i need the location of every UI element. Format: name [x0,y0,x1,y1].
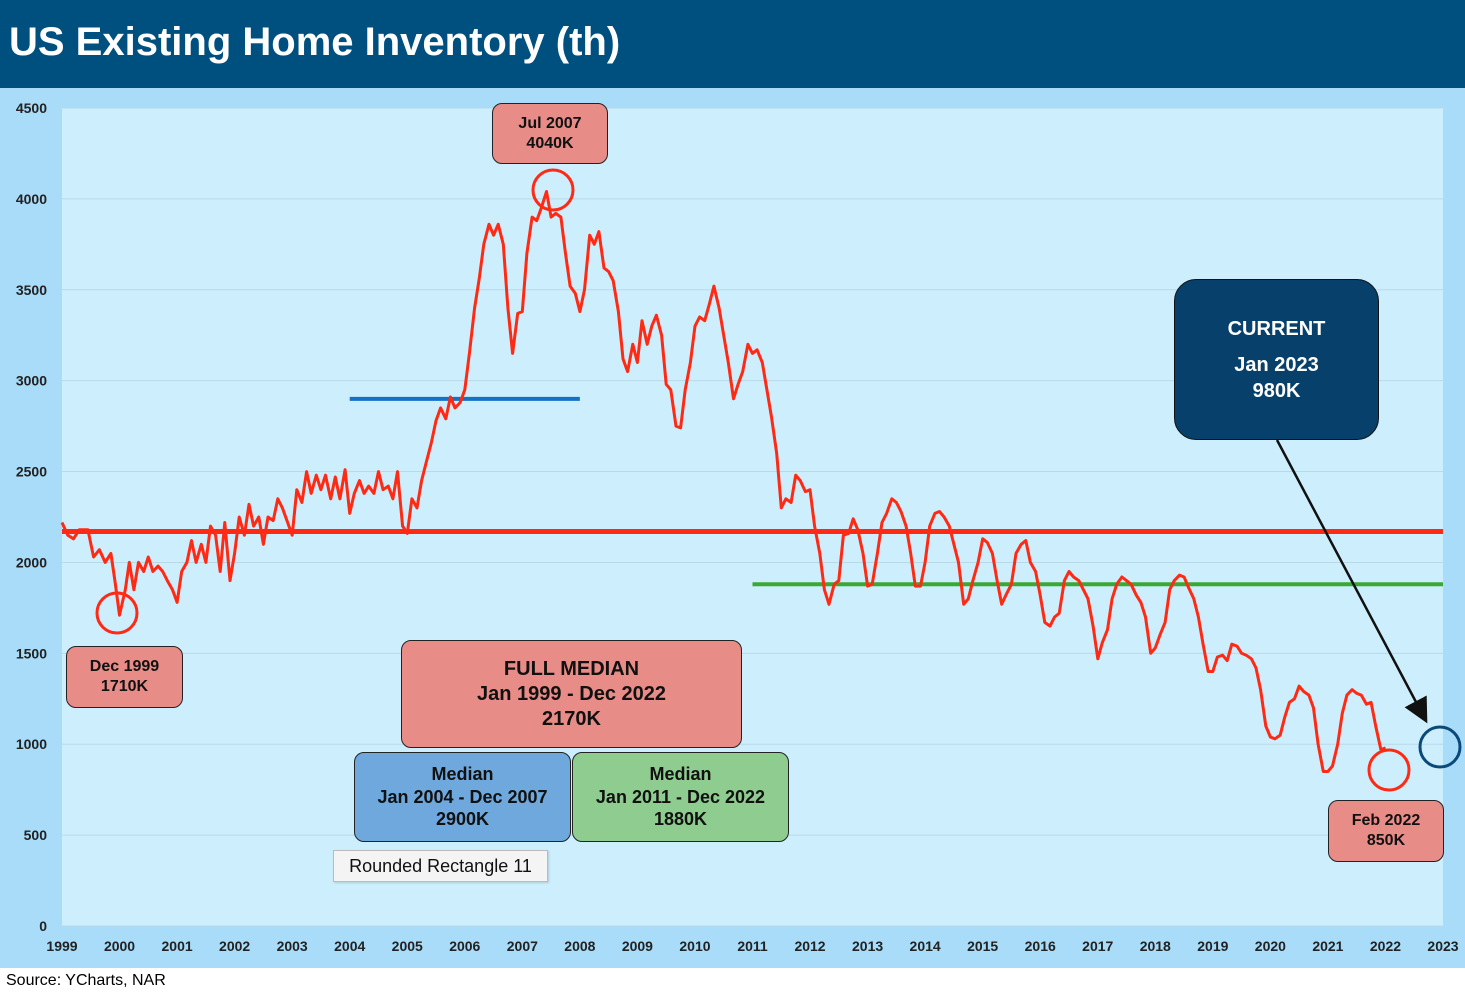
median-2011-2022-annotation: Median Jan 2011 - Dec 2022 1880K [572,752,789,842]
x-tick-label: 2022 [1370,938,1401,954]
y-tick-label: 4000 [16,191,47,207]
x-tick-label: 2000 [104,938,135,954]
x-tick-label: 2009 [622,938,653,954]
median-a-title: Median [431,764,494,785]
y-tick-label: 2500 [16,464,47,480]
x-tick-label: 2008 [564,938,595,954]
current-title: CURRENT [1227,317,1326,340]
median-b-value: 1880K [653,809,708,830]
x-tick-label: 2010 [679,938,710,954]
x-tick-label: 2006 [449,938,480,954]
x-tick-label: 2001 [162,938,193,954]
low-2022-value: 850K [1366,832,1406,849]
x-tick-label: 2023 [1427,938,1458,954]
x-tick-label: 2012 [794,938,825,954]
x-tick-label: 1999 [46,938,77,954]
current-arrow [1275,439,1428,724]
median-a-value: 2900K [435,809,490,830]
full-median-annotation: FULL MEDIAN Jan 1999 - Dec 2022 2170K [401,640,742,748]
x-tick-label: 2015 [967,938,998,954]
low-1999-annotation: Dec 1999 1710K [66,646,183,708]
x-tick-label: 2013 [852,938,883,954]
full-median-title: FULL MEDIAN [503,657,640,680]
source-note: Source: YCharts, NAR [6,972,166,989]
title-bar: US Existing Home Inventory (th) [0,0,1465,88]
low-1999-value: 1710K [100,678,149,695]
y-axis: 0 500 1000 1500 2000 2500 3000 3500 4000 4500 [16,100,47,934]
peak-value: 4040K [526,134,574,152]
current-annotation: CURRENT Jan 2023 980K [1174,279,1379,440]
y-tick-label: 3000 [16,373,47,389]
series [60,190,1387,773]
median-b-range: Jan 2011 - Dec 2022 [595,786,766,807]
x-tick-label: 2002 [219,938,250,954]
low-1999-marker-circle [95,591,139,635]
x-tick-label: 2014 [910,938,941,954]
low-2022-marker-circle [1367,748,1411,792]
low-2022-annotation: Feb 2022 850K [1328,800,1444,862]
chart-frame: 0 500 1000 1500 2000 2500 3000 3500 4000 4500 199… [0,88,1465,968]
current-value: 980K [1252,379,1301,402]
highlight-markers [95,168,1462,792]
x-tick-label: 2005 [392,938,423,954]
x-tick-label: 2020 [1255,938,1286,954]
y-tick-label: 0 [39,918,47,934]
low-2022-date: Feb 2022 [1351,812,1421,829]
x-tick-label: 2011 [737,938,768,954]
y-tick-label: 4500 [16,100,47,116]
y-tick-label: 2000 [16,554,47,570]
chart-title: US Existing Home Inventory (th) [9,20,621,64]
median-2004-2007-annotation[interactable]: Median Jan 2004 - Dec 2007 2900K [354,752,571,842]
x-tick-label: 2018 [1140,938,1171,954]
x-tick-label: 2019 [1197,938,1228,954]
x-axis: 1999 2000 2001 2002 2003 2004 2005 2006 2007 2008… [46,938,1458,954]
full-median-value: 2170K [542,707,601,730]
y-tick-label: 500 [24,827,48,843]
shape-tooltip: Rounded Rectangle 11 [333,850,548,882]
inventory-series-line [60,190,1387,773]
x-tick-label: 2003 [277,938,308,954]
x-tick-label: 2004 [334,938,365,954]
full-median-range: Jan 1999 - Dec 2022 [476,682,667,705]
x-tick-label: 2016 [1025,938,1056,954]
current-date: Jan 2023 [1234,353,1319,376]
peak-marker-circle [531,168,575,212]
y-tick-label: 1500 [16,645,47,661]
x-tick-label: 2017 [1082,938,1113,954]
current-marker-circle [1418,725,1462,769]
x-tick-label: 2007 [507,938,538,954]
y-tick-label: 3500 [16,282,47,298]
peak-annotation: Jul 2007 4040K [492,103,608,164]
x-tick-label: 2021 [1312,938,1343,954]
y-tick-label: 1000 [16,736,47,752]
median-a-range: Jan 2004 - Dec 2007 [377,786,548,807]
low-1999-date: Dec 1999 [89,658,160,675]
median-b-title: Median [649,764,712,785]
peak-date: Jul 2007 [518,114,582,132]
